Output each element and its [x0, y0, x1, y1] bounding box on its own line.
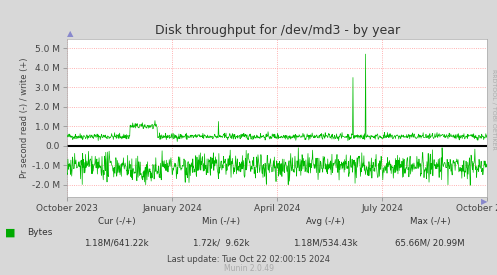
Text: Munin 2.0.49: Munin 2.0.49	[224, 264, 273, 273]
Text: RRDTOOL / TOBI OETIKER: RRDTOOL / TOBI OETIKER	[491, 69, 496, 150]
Text: Cur (-/+): Cur (-/+)	[98, 217, 136, 226]
Text: ▶: ▶	[481, 197, 487, 206]
Title: Disk throughput for /dev/md3 - by year: Disk throughput for /dev/md3 - by year	[155, 24, 400, 37]
Text: Bytes: Bytes	[27, 228, 53, 237]
Y-axis label: Pr second read (-) / write (+): Pr second read (-) / write (+)	[20, 57, 29, 178]
Text: 1.72k/  9.62k: 1.72k/ 9.62k	[193, 239, 249, 248]
Text: Min (-/+): Min (-/+)	[202, 217, 240, 226]
Text: Max (-/+): Max (-/+)	[410, 217, 450, 226]
Text: ▲: ▲	[67, 29, 74, 39]
Text: ■: ■	[5, 227, 15, 237]
Text: 1.18M/641.22k: 1.18M/641.22k	[84, 239, 149, 248]
Text: 1.18M/534.43k: 1.18M/534.43k	[293, 239, 358, 248]
Text: Avg (-/+): Avg (-/+)	[306, 217, 345, 226]
Text: 65.66M/ 20.99M: 65.66M/ 20.99M	[395, 239, 465, 248]
Text: Last update: Tue Oct 22 02:00:15 2024: Last update: Tue Oct 22 02:00:15 2024	[167, 255, 330, 264]
